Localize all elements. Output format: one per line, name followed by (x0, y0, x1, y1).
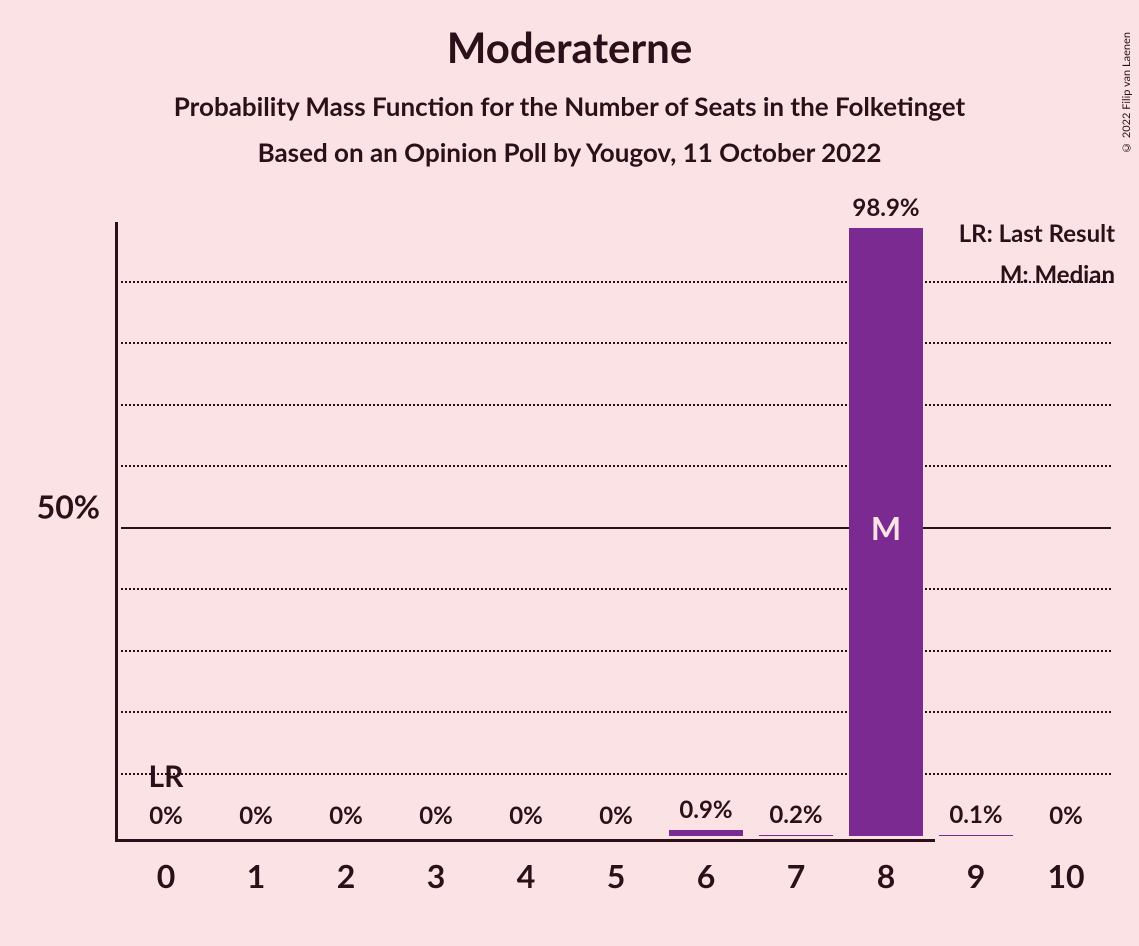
x-axis-label-0: 0 (157, 856, 176, 895)
x-axis-label-6: 6 (697, 856, 716, 895)
bar-slot-3: 0%3 (391, 221, 481, 836)
chart-subtitle-2: Based on an Opinion Poll by Yougov, 11 O… (0, 136, 1139, 168)
bar-slot-1: 0%1 (211, 221, 301, 836)
bar-value-label-9: 0.1% (949, 800, 1002, 829)
bar-value-label-4: 0% (509, 801, 543, 830)
bar-value-label-1: 0% (239, 801, 273, 830)
bar-value-label-6: 0.9% (679, 795, 732, 824)
chart-subtitle-1: Probability Mass Function for the Number… (0, 90, 1139, 122)
x-axis-label-3: 3 (427, 856, 446, 895)
bar-6: 0.9% (669, 830, 743, 836)
bar-value-label-2: 0% (329, 801, 363, 830)
y-axis-label-50: 50% (37, 486, 100, 525)
bar-slot-10: 0%10 (1021, 221, 1111, 836)
bar-value-label-0: 0% (149, 801, 183, 830)
x-axis-label-1: 1 (247, 856, 266, 895)
bar-9: 0.1% (939, 835, 1013, 836)
bar-slot-0: 0%LR0 (121, 221, 211, 836)
bar-value-label-7: 0.2% (769, 800, 822, 829)
x-axis-label-5: 5 (607, 856, 626, 895)
x-axis-label-2: 2 (337, 856, 356, 895)
last-result-marker: LR (149, 758, 184, 794)
legend-m: M: Median (945, 255, 1115, 296)
x-axis-label-8: 8 (877, 856, 896, 895)
chart-title: Moderaterne (0, 22, 1139, 72)
x-axis-label-9: 9 (967, 856, 986, 895)
bar-slot-4: 0%4 (481, 221, 571, 836)
bar-slot-9: 0.1%9 (931, 221, 1021, 836)
bar-8: 98.9%M (849, 228, 923, 836)
pmf-bar-chart: 50% 0%LR00%10%20%30%40%50.9%60.2%798.9%M… (115, 222, 1115, 882)
x-axis-label-10: 10 (1047, 856, 1084, 895)
bar-slot-7: 0.2%7 (751, 221, 841, 836)
bar-slot-2: 0%2 (301, 221, 391, 836)
x-axis-label-4: 4 (517, 856, 536, 895)
bars-container: 0%LR00%10%20%30%40%50.9%60.2%798.9%M80.1… (121, 221, 1111, 836)
legend-lr: LR: Last Result (945, 214, 1115, 255)
copyright-text: © 2022 Filip van Laenen (1120, 32, 1133, 154)
bar-slot-8: 98.9%M8 (841, 221, 931, 836)
bar-7: 0.2% (759, 835, 833, 836)
x-axis-label-7: 7 (787, 856, 806, 895)
legend: LR: Last Result M: Median (945, 214, 1115, 296)
bar-slot-6: 0.9%6 (661, 221, 751, 836)
bar-value-label-3: 0% (419, 801, 453, 830)
bar-value-label-10: 0% (1049, 801, 1083, 830)
bar-slot-5: 0%5 (571, 221, 661, 836)
bar-value-label-8: 98.9% (852, 193, 919, 222)
bar-value-label-5: 0% (599, 801, 633, 830)
plot-area: 50% 0%LR00%10%20%30%40%50.9%60.2%798.9%M… (115, 222, 935, 842)
median-marker: M (871, 508, 901, 547)
